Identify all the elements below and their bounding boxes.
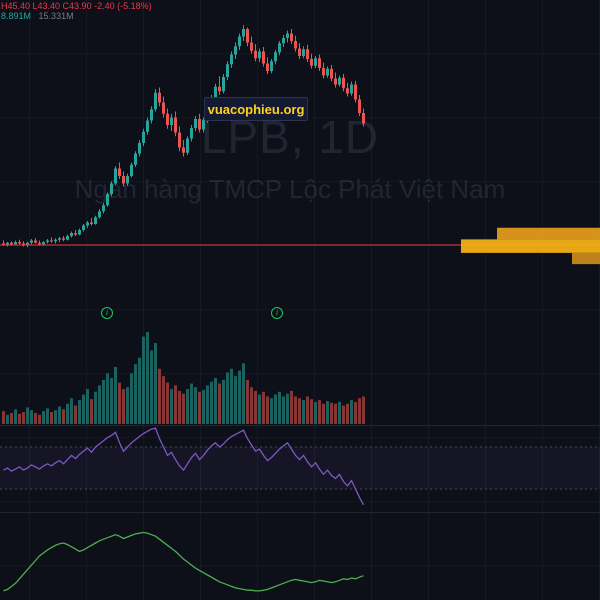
chart-legend: H45.40 L43.40 C43.90 -2.40 (-5.18%) 8.89… [1, 1, 152, 21]
volume-value: 8.891M [1, 11, 32, 21]
volume-legend[interactable]: 8.891M 15.331M [1, 11, 152, 21]
site-watermark-label: vuacophieu.org [204, 97, 308, 121]
volume-secondary-value: 15.331M [38, 11, 74, 21]
drawing-box[interactable] [461, 239, 600, 253]
volume-series [2, 332, 365, 424]
rsi-line [3, 427, 365, 506]
info-marker-icon[interactable]: i [101, 307, 113, 319]
drawing-box[interactable] [497, 227, 600, 240]
ohlc-legend[interactable]: H45.40 L43.40 C43.90 -2.40 (-5.18%) [1, 1, 152, 11]
drawing-box[interactable] [572, 252, 600, 265]
oscillator-line [3, 531, 364, 592]
rsi-band [0, 447, 600, 489]
candlestick-series [2, 25, 365, 248]
info-marker-icon[interactable]: i [271, 307, 283, 319]
